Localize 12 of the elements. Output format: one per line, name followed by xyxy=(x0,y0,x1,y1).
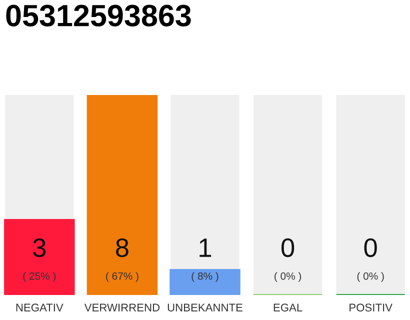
x-tick-label: POSITIV xyxy=(350,304,392,312)
x-tick-label: VERWIRREND xyxy=(84,304,160,312)
data-label: 8 ( 67% ) xyxy=(106,238,138,282)
x-tick-label: EGAL xyxy=(274,304,302,312)
data-label: 0 ( 0% ) xyxy=(274,238,302,282)
x-tick-label: NEGATIV xyxy=(16,304,64,312)
chart-title: 05312593863 xyxy=(6,4,191,26)
data-label: 0 ( 0% ) xyxy=(357,238,384,282)
bar xyxy=(170,268,240,295)
x-tick-label: UNBEKANNTE xyxy=(168,304,242,312)
data-label: 1 ( 8% ) xyxy=(192,238,218,282)
data-label: 3 ( 25% ) xyxy=(23,238,56,282)
